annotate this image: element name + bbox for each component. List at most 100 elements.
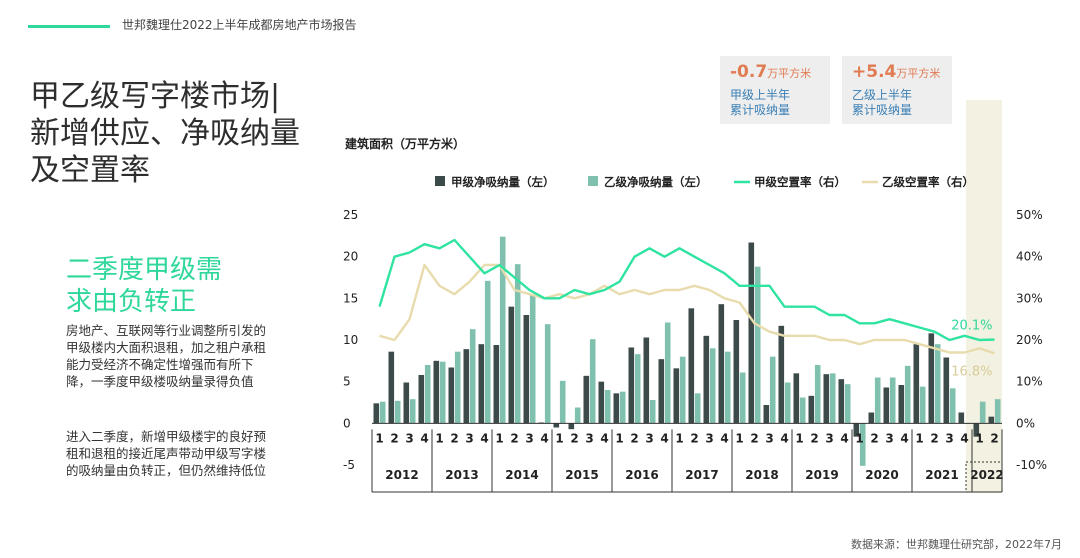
bar-grade-a [493, 345, 500, 424]
bar-grade-b [379, 401, 386, 424]
highlight-heading: 二季度甲级需 求由负转正 [66, 255, 223, 317]
bar-grade-b [664, 322, 671, 424]
bar-grade-a [463, 349, 470, 424]
quarter-label: 2 [450, 431, 458, 445]
bar-grade-a [913, 344, 920, 424]
bar-grade-a [418, 375, 425, 424]
quarter-label: 1 [615, 431, 623, 445]
quarter-label: 4 [540, 431, 548, 445]
quarter-label: 2 [690, 431, 698, 445]
bar-grade-a [748, 242, 755, 424]
left-tick-label: 25 [343, 208, 358, 222]
kpi-grade-b: +5.4万平方米 乙级上半年 累计吸纳量 [842, 56, 952, 124]
bar-grade-a [883, 387, 890, 424]
quarter-label: 3 [765, 431, 773, 445]
quarter-label: 3 [465, 431, 473, 445]
bar-grade-b [619, 391, 626, 424]
bar-grade-b [544, 324, 551, 424]
right-tick-label: 50% [1016, 208, 1043, 222]
bar-grade-a [958, 412, 965, 424]
bar-grade-a [688, 308, 695, 424]
latest-year-highlight [966, 100, 1002, 493]
bar-grade-b [409, 399, 416, 424]
bar-grade-b [604, 390, 611, 424]
quarter-label: 1 [675, 431, 683, 445]
report-title: 世邦魏理仕2022上半年成都房地产市场报告 [122, 18, 357, 32]
year-label: 2021 [925, 468, 958, 482]
bar-grade-b [694, 393, 701, 424]
right-tick-label: 10% [1016, 375, 1043, 389]
bar-grade-a [853, 423, 860, 437]
bar-grade-a [868, 412, 875, 424]
bar-grade-b [439, 361, 446, 424]
bar-grade-b [994, 399, 1001, 424]
bar-grade-a [553, 423, 560, 428]
year-label: 2016 [625, 468, 658, 482]
quarter-label: 3 [885, 431, 893, 445]
bar-grade-b [499, 236, 506, 424]
bar-grade-b [739, 372, 746, 424]
paragraph-2: 进入二季度，新增甲级楼宇的良好预租和退租的接近尾声带动甲级写字楼的吸纳量由负转正… [66, 429, 267, 478]
bar-grade-a [988, 416, 995, 424]
kpi-grade-a-number: -0.7 [730, 62, 768, 82]
quarter-label: 2 [570, 431, 578, 445]
bar-grade-b [859, 423, 866, 466]
bar-grade-b [904, 365, 911, 424]
quarter-label: 3 [705, 431, 713, 445]
bar-grade-b [649, 400, 656, 424]
bar-grade-a [568, 423, 575, 430]
quarter-label: 3 [525, 431, 533, 445]
bar-grade-a [628, 347, 635, 424]
bar-grade-a [523, 315, 530, 424]
bar-grade-a [973, 423, 980, 437]
bar-grade-a [448, 367, 455, 424]
legend-label-4: 乙级空置率（右） [882, 175, 974, 189]
quarter-label: 4 [900, 431, 908, 445]
bar-grade-b [754, 266, 761, 424]
right-tick-label: 0% [1016, 416, 1035, 430]
legend-label-2: 乙级净吸纳量（左） [604, 175, 708, 189]
bar-grade-a [508, 306, 515, 424]
right-tick-label: 40% [1016, 250, 1043, 264]
kpi-grade-a-value: -0.7万平方米 [730, 62, 811, 82]
data-source: 数据来源：世邦魏理仕研究部，2022年7月 [851, 538, 1062, 551]
quarter-label: 2 [810, 431, 818, 445]
bar-grade-b [784, 382, 791, 424]
year-label: 2018 [745, 468, 778, 482]
quarter-label: 2 [990, 431, 998, 445]
bar-grade-a [718, 304, 725, 424]
quarter-label: 4 [720, 431, 728, 445]
right-tick-label: -10% [1016, 458, 1047, 472]
legend-label-1: 甲级净吸纳量（左） [451, 175, 555, 189]
quarter-label: 3 [945, 431, 953, 445]
quarter-label: 4 [960, 431, 968, 445]
bar-grade-a [478, 344, 485, 424]
quarter-label: 1 [795, 431, 803, 445]
bar-grade-a [658, 359, 665, 424]
bar-grade-b [709, 348, 716, 424]
bar-grade-b [934, 344, 941, 424]
bar-grade-a [823, 374, 830, 424]
bar-grade-b [514, 264, 521, 424]
bar-grade-b [634, 354, 641, 424]
bar-grade-b [814, 365, 821, 424]
quarter-label: 2 [630, 431, 638, 445]
bar-grade-a [733, 320, 740, 424]
quarter-label: 3 [825, 431, 833, 445]
paragraph-1: 房地产、互联网等行业调整所引发的甲级楼内大面积退租，加之租户承租能力受经济不确定… [66, 323, 267, 389]
bar-grade-b [484, 280, 491, 424]
kpi-grade-b-unit: 万平方米 [896, 67, 941, 80]
bar-grade-a [943, 357, 950, 424]
left-tick-label: 20 [343, 250, 358, 264]
year-label: 2012 [385, 468, 418, 482]
left-tick-label: 15 [343, 291, 358, 305]
legend-label-3: 甲级空置率（右） [754, 175, 846, 189]
right-tick-label: 20% [1016, 333, 1043, 347]
year-label: 2015 [565, 468, 598, 482]
quarter-label: 4 [780, 431, 788, 445]
bar-grade-a [613, 393, 620, 424]
legend-swatch-1 [435, 176, 445, 186]
left-tick-label: 10 [343, 333, 358, 347]
bar-grade-b [574, 407, 581, 424]
